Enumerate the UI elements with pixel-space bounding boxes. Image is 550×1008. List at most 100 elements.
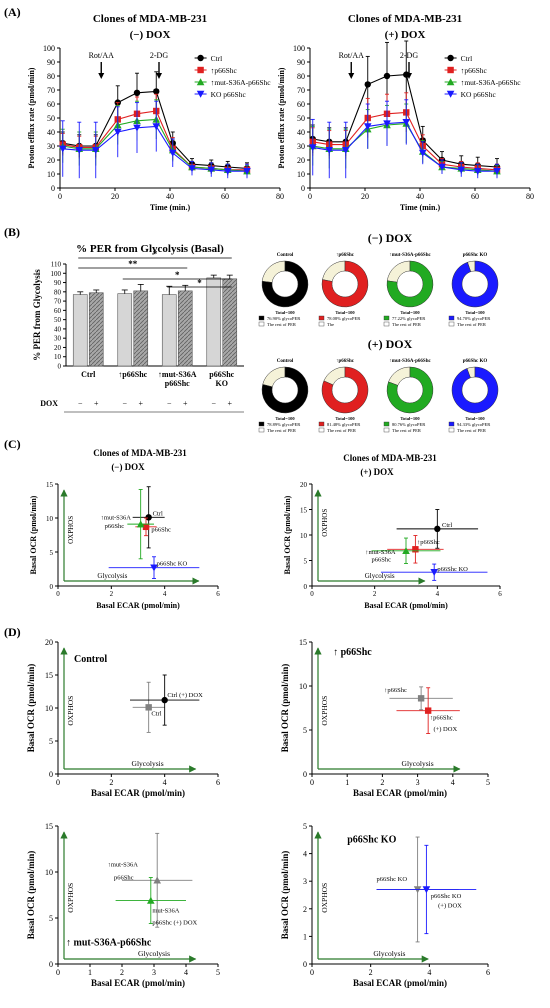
x-tick-label: 6 bbox=[216, 590, 220, 598]
legend-label: ↑mut-S36A-p66Shc bbox=[211, 78, 272, 87]
y-tick-label: 100 bbox=[293, 44, 305, 53]
glycolysis-label: Glycolysis bbox=[138, 949, 170, 958]
y-tick-label: 110 bbox=[51, 261, 62, 269]
dox-minus: − bbox=[167, 399, 172, 408]
x-tick-label: 6 bbox=[216, 778, 220, 787]
point-label: Control bbox=[74, 654, 107, 665]
donut-slice-rest bbox=[262, 366, 286, 388]
oxphos-label: OXPHOS bbox=[320, 696, 329, 726]
data-point bbox=[493, 168, 501, 175]
donut-legend-glyco: 76.90% glycoPER bbox=[267, 316, 300, 321]
legend-label: ↑p66Shc bbox=[461, 66, 488, 75]
dox-label: DOX bbox=[40, 399, 58, 408]
y-tick-label: 10 bbox=[46, 515, 54, 523]
oxphos-label: OXPHOS bbox=[320, 883, 329, 913]
annotation-arrowhead bbox=[406, 73, 412, 79]
category-label: p66Shc bbox=[165, 379, 190, 388]
y-tick-label: 0 bbox=[51, 184, 55, 193]
y-tick-label: 0 bbox=[304, 583, 308, 591]
data-point bbox=[383, 120, 391, 128]
y-tick-label: 40 bbox=[54, 325, 62, 333]
point-label: Ctrl bbox=[442, 522, 452, 529]
chart-d-mut: 0 1 2 3 4 5 0 5 10 15 Basal ECAR (pmol/min) Basal O… bbox=[26, 822, 220, 988]
data-point bbox=[325, 147, 334, 154]
category-label: Ctrl bbox=[81, 370, 96, 379]
donut-title: p66Shc KO bbox=[463, 253, 488, 258]
x-tick-label: 0 bbox=[308, 192, 312, 201]
category-label: KO bbox=[216, 379, 228, 388]
x-tick-label: 1 bbox=[345, 778, 349, 787]
data-point bbox=[457, 166, 466, 174]
y-tick-label: 15 bbox=[45, 822, 53, 831]
annotation-label: 2-DG bbox=[150, 51, 168, 60]
y-tick-label: 60 bbox=[297, 100, 305, 109]
annotation-arrowhead bbox=[156, 73, 162, 79]
y-tick-label: 15 bbox=[300, 507, 308, 515]
point-label: p66Shc KO bbox=[157, 561, 188, 568]
x-tick-label: 5 bbox=[216, 968, 220, 977]
donut-legend-swatch bbox=[448, 315, 455, 321]
data-point bbox=[223, 168, 232, 175]
point-label: p66Shc bbox=[151, 527, 171, 534]
data-point bbox=[434, 525, 441, 533]
donut-legend-swatch bbox=[383, 315, 390, 321]
legend-label: Ctrl bbox=[461, 54, 473, 63]
x-tick-label: 5 bbox=[486, 778, 490, 787]
annotation-arrowhead bbox=[98, 73, 105, 79]
point-label: p66Shc KO bbox=[347, 835, 396, 846]
dox-minus: − bbox=[122, 399, 127, 408]
y-tick-label: 10 bbox=[47, 170, 55, 179]
b-bar-title: % PER from Glycolysis (Basal) bbox=[76, 243, 224, 255]
x-tick-label: 0 bbox=[310, 778, 314, 787]
dox-plus: + bbox=[138, 399, 143, 408]
point-label: (+) DOX bbox=[433, 726, 457, 733]
y-axis-label: Basal OCR (pmol/min) bbox=[283, 495, 292, 574]
data-point bbox=[145, 514, 152, 521]
data-point bbox=[383, 72, 391, 80]
chart-d-p66shc: 0 1 2 3 4 5 0 5 10 15 Basal ECAR (pmol/min) Basal O… bbox=[280, 638, 490, 798]
donut-total: Total=100 bbox=[400, 310, 420, 315]
point-label: ↑p66Shc bbox=[430, 714, 453, 721]
x-tick-label: 40 bbox=[166, 192, 174, 201]
y-tick-label: 10 bbox=[300, 532, 308, 540]
y-tick-label: 1 bbox=[303, 932, 307, 941]
y-tick-label: 5 bbox=[49, 737, 53, 746]
y-tick-label: 10 bbox=[297, 170, 305, 179]
panel-label-a: (A) bbox=[4, 5, 21, 19]
point-label: Ctrl bbox=[151, 710, 161, 717]
oxphos-label: OXPHOS bbox=[321, 509, 329, 537]
data-point bbox=[153, 876, 161, 884]
data-point bbox=[412, 546, 419, 553]
chart-a-left: 0 20 40 60 80 0 10 20 30 40 50 60 70 80 90 100 Time (min… bbox=[27, 44, 284, 212]
bar bbox=[222, 278, 238, 367]
donut-slice-glyco bbox=[386, 366, 434, 414]
donut-total: Total=100 bbox=[335, 416, 355, 421]
y-tick-label: 60 bbox=[54, 307, 62, 315]
y-tick-label: 5 bbox=[50, 549, 54, 557]
donut-legend-swatch bbox=[258, 421, 265, 427]
x-tick-label: 4 bbox=[436, 590, 440, 598]
donut-total: Total=100 bbox=[335, 310, 355, 315]
x-tick-label: 4 bbox=[451, 778, 455, 787]
chart-c-left: 0 2 4 6 0 5 10 15 Basal ECAR (pmol/min) Basal OCR… bbox=[29, 481, 220, 610]
y-tick-label: 0 bbox=[303, 960, 307, 969]
bar bbox=[88, 292, 104, 367]
x-tick-label: 0 bbox=[58, 192, 62, 201]
series-line bbox=[312, 123, 498, 172]
donut-slice-glyco bbox=[321, 260, 369, 308]
donut-legend-glyco: 94.70% glycoPER bbox=[457, 316, 490, 321]
point-label: ↑ mut-S36A-p66Shc bbox=[66, 938, 152, 949]
y-tick-label: 20 bbox=[47, 156, 55, 165]
y-axis-label: Basal OCR (pmol/min) bbox=[26, 851, 36, 940]
oxphos-label: OXPHOS bbox=[66, 696, 75, 726]
data-point bbox=[168, 149, 177, 157]
donut-title: Control bbox=[277, 359, 294, 364]
x-tick-label: 20 bbox=[361, 192, 369, 201]
donut-slice-glyco bbox=[321, 366, 369, 414]
y-axis-label: Basal OCR (pmol/min) bbox=[280, 664, 290, 753]
y-axis-label: Proton efflux rate (pmol/min) bbox=[27, 67, 36, 168]
y-tick-label: 5 bbox=[304, 558, 308, 566]
y-tick-label: 0 bbox=[50, 583, 54, 591]
